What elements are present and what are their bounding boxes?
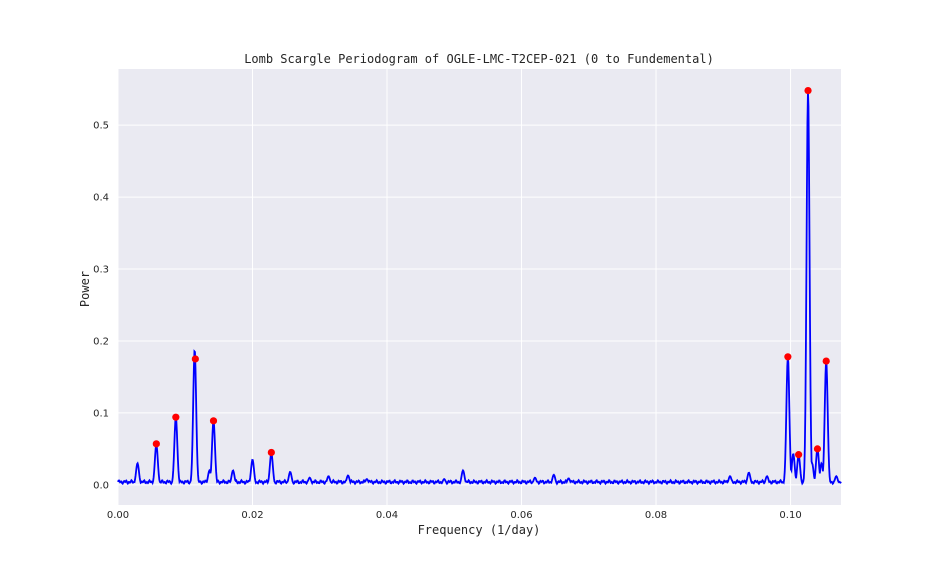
- y-tick-label: 0.5: [93, 121, 109, 132]
- y-tick-label: 0.4: [93, 193, 109, 204]
- y-tick-label: 0.1: [93, 408, 109, 419]
- x-tick-label: 0.10: [779, 510, 801, 521]
- grid: [117, 69, 841, 505]
- peak-marker: [191, 355, 199, 363]
- plot-area: [118, 69, 841, 505]
- peak-marker: [813, 445, 822, 453]
- y-tick-label: 0.0: [93, 480, 109, 491]
- x-tick-label: 0.02: [241, 510, 263, 521]
- y-tick-label: 0.2: [93, 336, 109, 347]
- x-tick-label: 0.08: [645, 510, 667, 521]
- peak-marker: [267, 448, 275, 457]
- peak-marker: [795, 451, 803, 459]
- peak-marker: [172, 413, 180, 421]
- peak-marker: [804, 86, 812, 95]
- y-axis-label: Power: [78, 271, 92, 307]
- peak-marker: [784, 353, 792, 361]
- y-tick-label: 0.3: [93, 265, 109, 276]
- tick-labels: 0.00 0.02 0.04 0.06 0.08 0.10 0.0 0.1 0.2 0.3 0.4 0…: [93, 121, 802, 521]
- x-tick-label: 0.06: [510, 510, 532, 521]
- peak-marker: [209, 417, 218, 425]
- peak-marker: [152, 440, 160, 448]
- x-tick-label: 0.04: [376, 510, 398, 521]
- series-line: [117, 91, 842, 486]
- peak-markers: [152, 86, 830, 459]
- chart-title: Lomb Scargle Periodogram of OGLE-LMC-T2C…: [244, 52, 714, 66]
- x-axis-label: Frequency (1/day): [418, 523, 541, 537]
- peak-marker: [822, 357, 830, 365]
- x-tick-label: 0.00: [107, 510, 129, 521]
